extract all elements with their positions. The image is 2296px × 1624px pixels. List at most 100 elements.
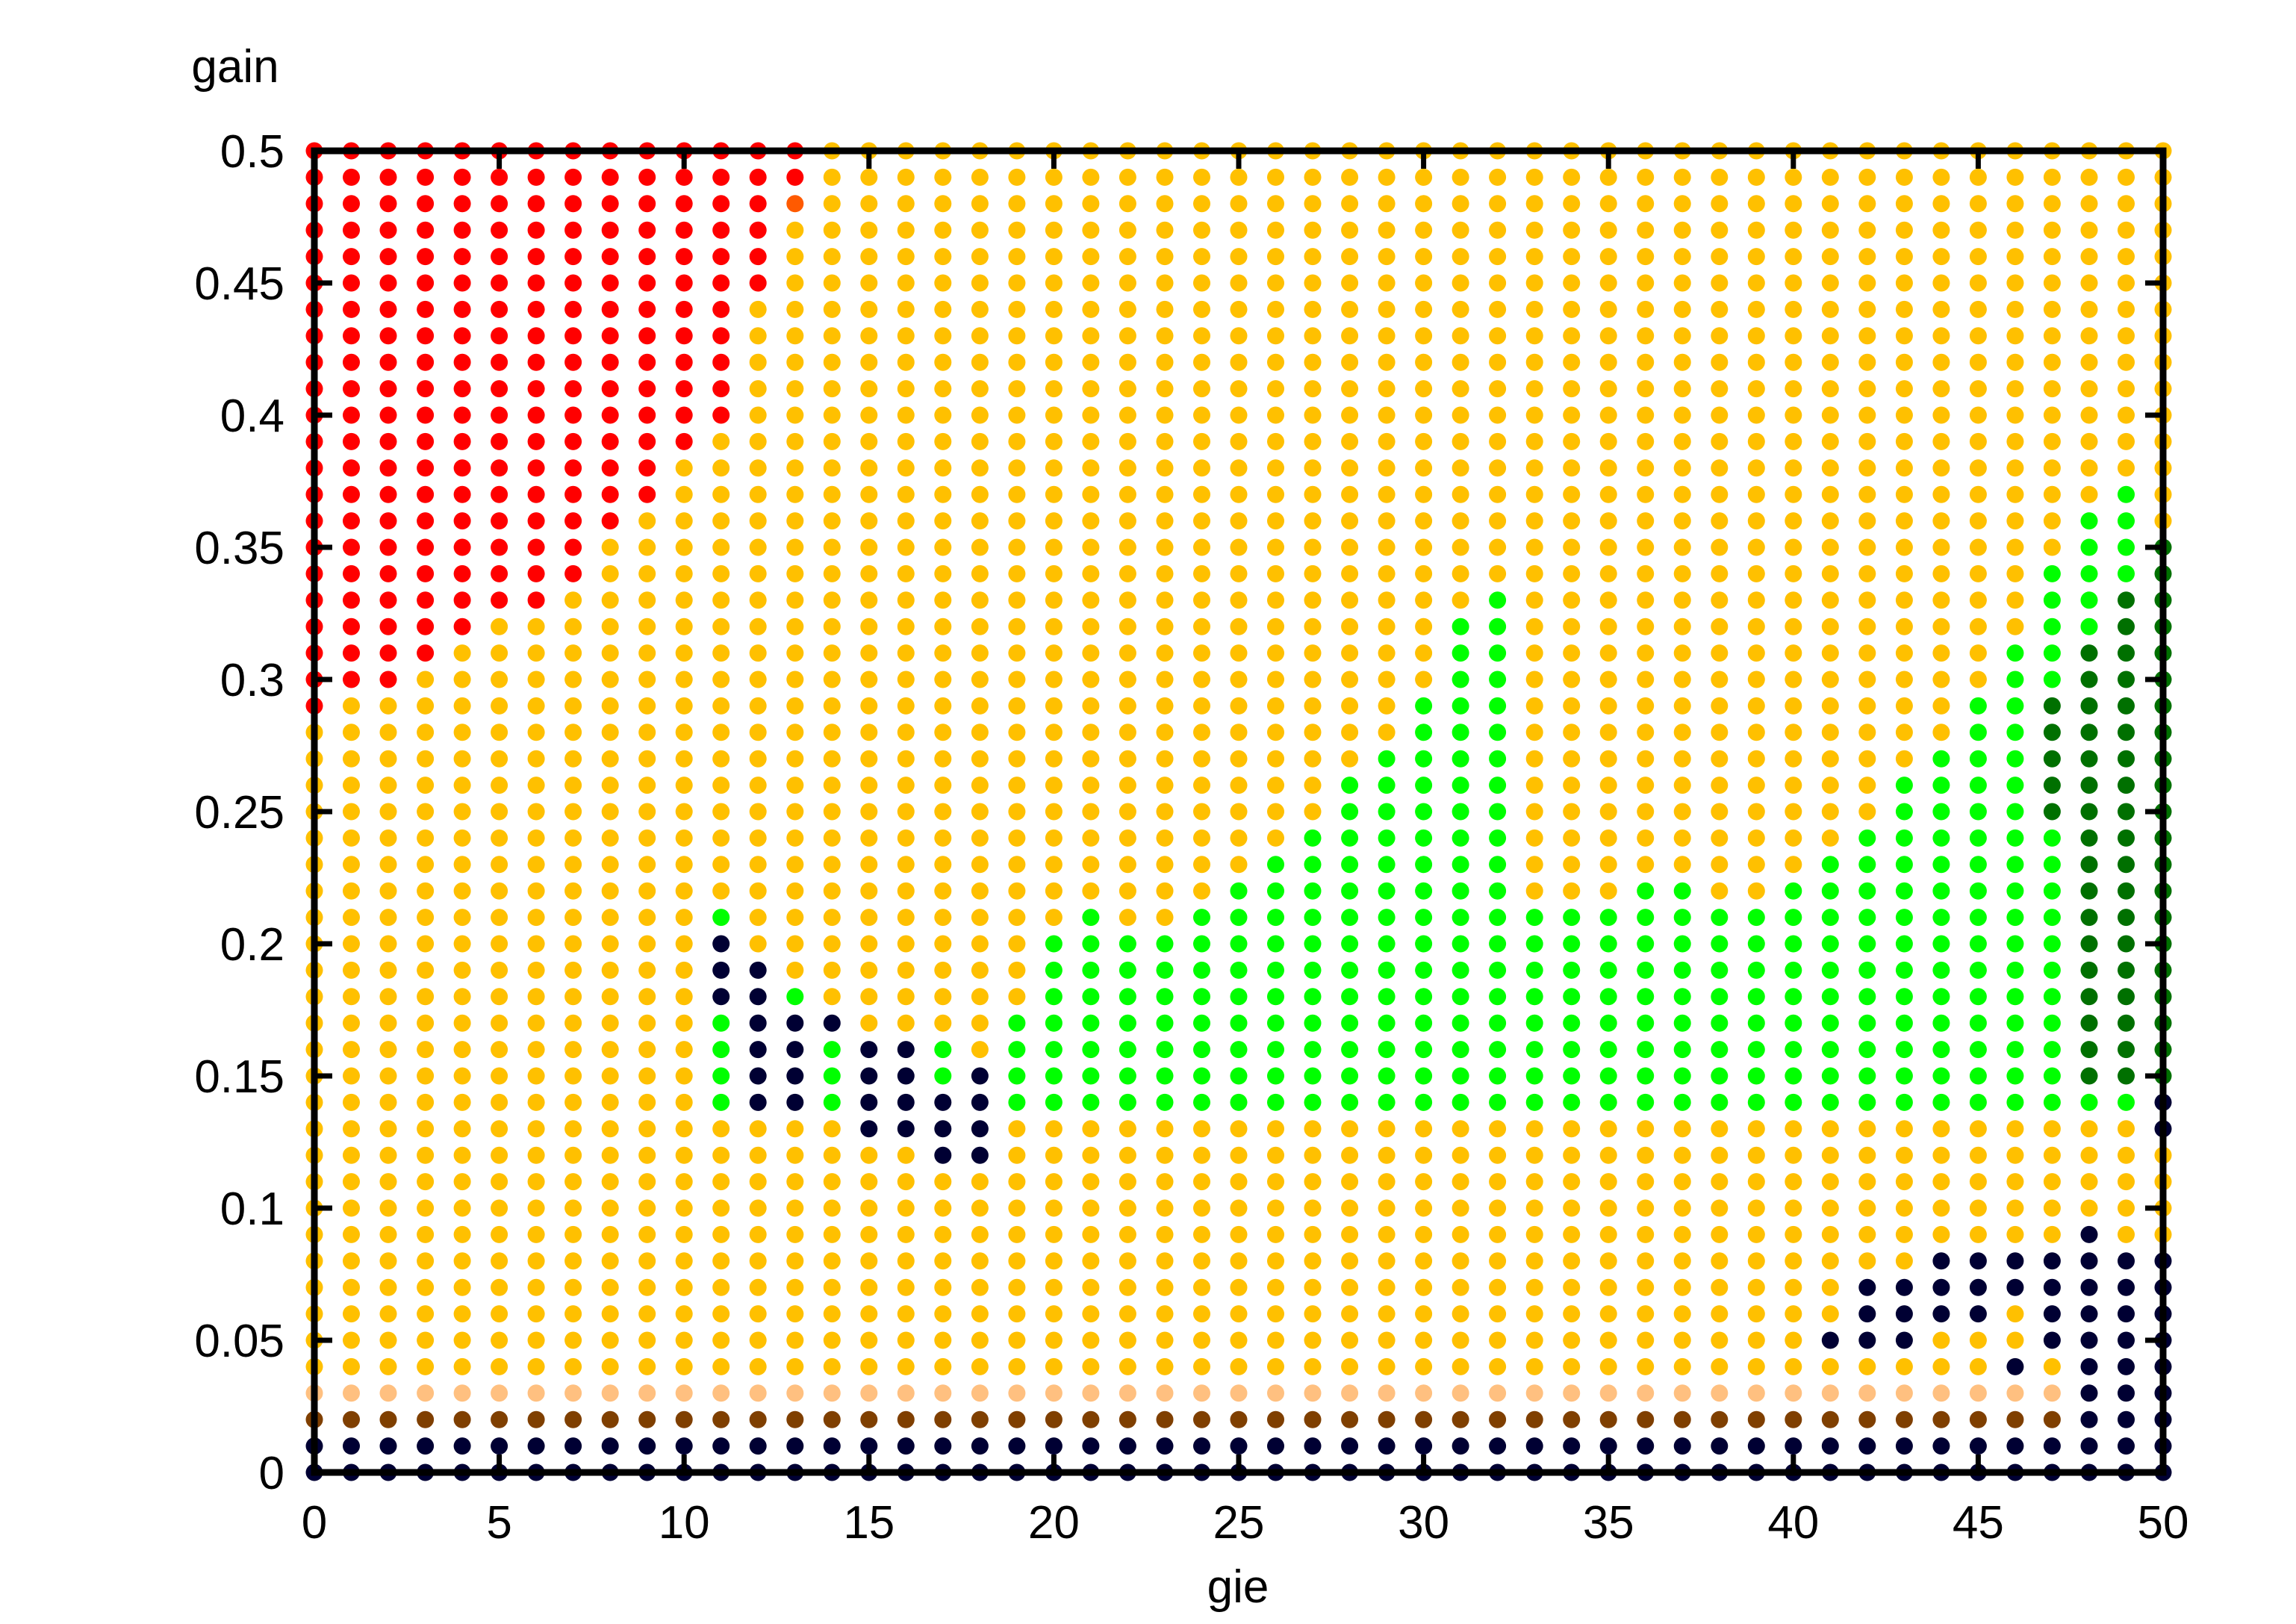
data-point bbox=[1378, 221, 1396, 239]
data-point bbox=[1599, 724, 1617, 741]
data-point bbox=[1563, 406, 1581, 424]
data-point bbox=[1711, 353, 1729, 371]
data-point bbox=[1821, 803, 1839, 821]
data-point bbox=[1563, 644, 1581, 662]
data-point bbox=[2043, 671, 2061, 688]
data-point bbox=[823, 1067, 841, 1085]
data-point bbox=[601, 538, 619, 556]
data-point bbox=[712, 697, 730, 715]
data-point bbox=[453, 803, 471, 821]
data-point bbox=[1895, 274, 1913, 292]
data-point bbox=[2006, 1410, 2024, 1428]
data-point bbox=[971, 300, 989, 318]
data-point bbox=[1673, 221, 1691, 239]
data-point bbox=[675, 750, 693, 768]
data-point bbox=[786, 1093, 804, 1111]
data-point bbox=[786, 538, 804, 556]
data-point bbox=[1785, 1173, 1802, 1191]
data-point bbox=[1304, 564, 1322, 582]
data-point bbox=[934, 1357, 952, 1375]
data-point bbox=[1415, 1014, 1433, 1032]
data-point bbox=[1711, 724, 1729, 741]
data-point bbox=[1489, 274, 1507, 292]
data-point bbox=[1452, 750, 1469, 768]
data-point bbox=[1969, 1067, 1987, 1085]
data-point bbox=[527, 485, 545, 503]
data-point bbox=[1969, 459, 1987, 477]
data-point bbox=[1341, 1173, 1359, 1191]
data-point bbox=[1008, 1437, 1026, 1455]
data-point bbox=[1119, 724, 1136, 741]
data-point bbox=[934, 512, 952, 530]
data-point bbox=[1304, 512, 1322, 530]
data-point bbox=[1304, 1384, 1322, 1402]
data-point bbox=[786, 961, 804, 979]
data-point bbox=[1858, 777, 1876, 794]
data-point bbox=[1821, 1305, 1839, 1323]
data-point bbox=[1156, 274, 1174, 292]
data-point bbox=[1045, 459, 1063, 477]
data-point bbox=[1969, 1173, 1987, 1191]
data-point bbox=[1378, 829, 1396, 847]
data-point bbox=[897, 1173, 915, 1191]
data-point bbox=[1599, 1410, 1617, 1428]
data-point bbox=[1969, 671, 1987, 688]
data-point bbox=[860, 195, 878, 213]
data-point bbox=[1008, 459, 1026, 477]
data-point bbox=[2080, 1252, 2098, 1270]
data-point bbox=[1821, 274, 1839, 292]
data-point bbox=[1193, 221, 1210, 239]
data-point bbox=[823, 380, 841, 398]
data-point bbox=[491, 1041, 508, 1059]
data-point bbox=[1452, 1252, 1469, 1270]
data-point bbox=[1082, 1278, 1100, 1296]
data-point bbox=[491, 961, 508, 979]
data-point bbox=[417, 1093, 435, 1111]
data-point bbox=[1895, 1173, 1913, 1191]
data-point bbox=[417, 1252, 435, 1270]
data-point bbox=[1711, 512, 1729, 530]
data-point bbox=[1525, 1014, 1543, 1032]
data-point bbox=[749, 1331, 767, 1349]
data-point bbox=[1711, 1410, 1729, 1428]
data-point bbox=[453, 1041, 471, 1059]
data-point bbox=[1230, 1199, 1248, 1217]
data-point bbox=[2118, 935, 2135, 953]
data-point bbox=[491, 512, 508, 530]
data-point bbox=[1673, 168, 1691, 186]
data-point bbox=[823, 353, 841, 371]
data-point bbox=[417, 829, 435, 847]
data-point bbox=[417, 1146, 435, 1164]
data-point bbox=[1599, 168, 1617, 186]
data-point bbox=[2043, 1410, 2061, 1428]
data-point bbox=[1045, 274, 1063, 292]
data-point bbox=[1821, 591, 1839, 609]
data-point bbox=[1932, 1120, 1950, 1138]
data-point bbox=[1082, 1199, 1100, 1217]
data-point bbox=[1785, 1067, 1802, 1085]
data-point bbox=[638, 697, 656, 715]
data-point bbox=[1563, 327, 1581, 345]
data-point bbox=[564, 1173, 582, 1191]
data-point bbox=[2043, 1331, 2061, 1349]
data-point bbox=[453, 882, 471, 900]
data-point bbox=[1673, 274, 1691, 292]
data-point bbox=[712, 1357, 730, 1375]
data-point bbox=[1378, 988, 1396, 1006]
data-point bbox=[2006, 803, 2024, 821]
data-point bbox=[1489, 591, 1507, 609]
data-point bbox=[379, 803, 397, 821]
data-point bbox=[1563, 538, 1581, 556]
data-point bbox=[1230, 1173, 1248, 1191]
data-point bbox=[1082, 327, 1100, 345]
data-point bbox=[1637, 909, 1655, 927]
data-point bbox=[343, 829, 360, 847]
data-point bbox=[1673, 909, 1691, 927]
data-point bbox=[1563, 591, 1581, 609]
data-point bbox=[379, 248, 397, 266]
data-point bbox=[860, 882, 878, 900]
data-point bbox=[786, 485, 804, 503]
data-point bbox=[1821, 380, 1839, 398]
data-point bbox=[1045, 1041, 1063, 1059]
data-point bbox=[1525, 882, 1543, 900]
